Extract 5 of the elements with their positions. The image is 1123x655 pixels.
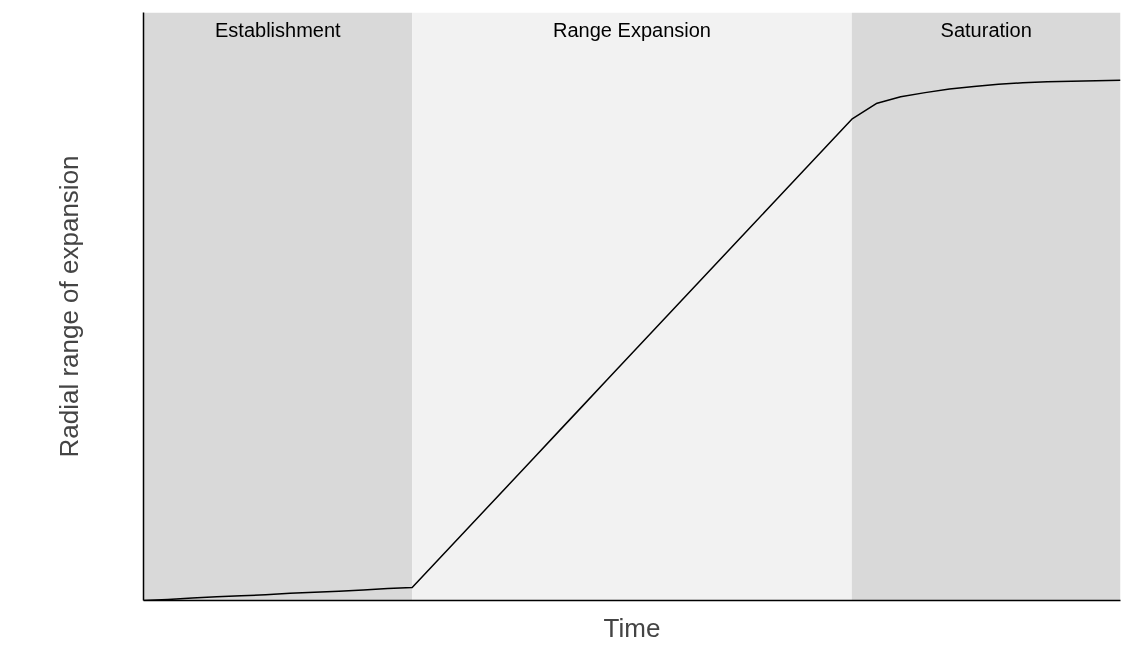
text: Saturation [940, 18, 1032, 41]
text: Establishment [215, 18, 342, 41]
text: Range Expansion [553, 18, 711, 41]
y-axis-title: Radial range of expansion [53, 155, 84, 458]
x-axis-title: Time [603, 612, 661, 643]
